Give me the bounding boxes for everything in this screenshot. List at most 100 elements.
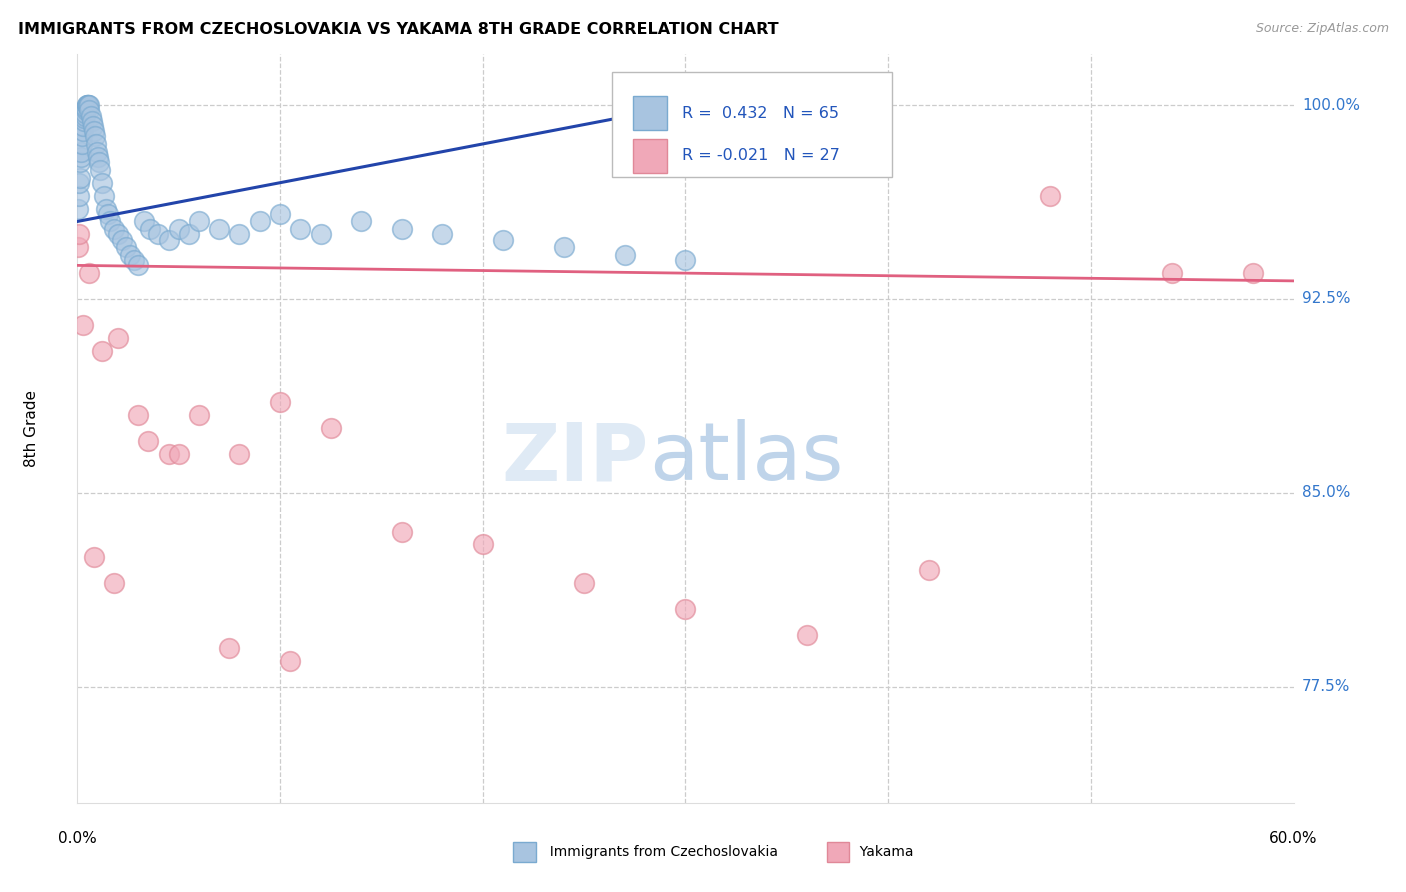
Text: ZIP: ZIP xyxy=(502,419,650,497)
Text: 92.5%: 92.5% xyxy=(1302,292,1350,307)
Point xyxy=(76,98,98,112)
Point xyxy=(89,162,111,177)
Point xyxy=(69,170,91,185)
Text: atlas: atlas xyxy=(650,419,844,497)
Point xyxy=(319,421,342,435)
Point xyxy=(76,98,98,112)
Point xyxy=(70,145,93,159)
Point xyxy=(309,227,332,242)
Point xyxy=(118,248,141,262)
Text: R = -0.021   N = 27: R = -0.021 N = 27 xyxy=(682,148,839,163)
Point xyxy=(67,240,90,254)
Point xyxy=(572,576,595,591)
Point xyxy=(79,103,101,118)
Point xyxy=(83,124,105,138)
Point xyxy=(139,222,162,236)
Point xyxy=(148,227,170,242)
Point xyxy=(79,266,101,280)
Point xyxy=(73,111,96,125)
Point xyxy=(103,222,125,236)
Point xyxy=(79,109,101,123)
Point xyxy=(94,202,117,216)
Point xyxy=(76,98,98,112)
Text: 100.0%: 100.0% xyxy=(1302,98,1360,112)
Text: 77.5%: 77.5% xyxy=(1302,679,1350,694)
Point xyxy=(249,214,271,228)
Point xyxy=(188,409,211,423)
Point xyxy=(127,409,149,423)
Point xyxy=(86,150,108,164)
Point xyxy=(80,113,103,128)
Point xyxy=(675,253,697,268)
Point xyxy=(134,214,156,228)
FancyBboxPatch shape xyxy=(613,72,893,178)
Point xyxy=(75,103,97,118)
Point xyxy=(918,563,941,577)
Point xyxy=(72,318,94,332)
Point xyxy=(67,188,90,202)
Point xyxy=(83,129,105,144)
Point xyxy=(77,98,100,112)
Point xyxy=(167,222,190,236)
Point xyxy=(83,550,105,565)
Point xyxy=(675,602,697,616)
Point xyxy=(228,227,250,242)
Text: R =  0.432   N = 65: R = 0.432 N = 65 xyxy=(682,105,839,120)
Point xyxy=(97,207,120,221)
Point xyxy=(115,240,138,254)
Point xyxy=(157,233,180,247)
Text: Source: ZipAtlas.com: Source: ZipAtlas.com xyxy=(1256,22,1389,36)
Point xyxy=(72,124,94,138)
Point xyxy=(70,150,93,164)
Point xyxy=(72,119,94,133)
Point xyxy=(1161,266,1184,280)
Point xyxy=(72,129,94,144)
Text: Yakama: Yakama xyxy=(851,845,912,859)
Point xyxy=(122,253,145,268)
Point xyxy=(1241,266,1264,280)
Point xyxy=(107,331,129,345)
Point xyxy=(87,155,110,169)
Point xyxy=(471,537,494,551)
Point xyxy=(269,395,291,409)
Point xyxy=(136,434,159,448)
FancyBboxPatch shape xyxy=(633,96,668,130)
Text: 85.0%: 85.0% xyxy=(1302,485,1350,500)
Point xyxy=(278,654,301,668)
Text: 0.0%: 0.0% xyxy=(58,830,97,846)
Point xyxy=(77,98,100,112)
Text: 60.0%: 60.0% xyxy=(1270,830,1317,846)
Point xyxy=(492,233,515,247)
Point xyxy=(111,233,134,247)
Point xyxy=(290,222,312,236)
Point xyxy=(73,113,96,128)
Point xyxy=(167,447,190,461)
Point xyxy=(67,227,90,242)
Point xyxy=(75,101,97,115)
Point xyxy=(67,176,90,190)
Point xyxy=(70,136,93,151)
Point xyxy=(228,447,250,461)
Point xyxy=(796,628,818,642)
Point xyxy=(69,155,91,169)
Point xyxy=(127,259,149,273)
Point xyxy=(208,222,231,236)
Point xyxy=(350,214,373,228)
Point xyxy=(269,207,291,221)
FancyBboxPatch shape xyxy=(633,139,668,173)
Point xyxy=(93,188,115,202)
Point xyxy=(553,240,575,254)
Point xyxy=(90,176,112,190)
Point xyxy=(73,109,96,123)
Point xyxy=(1039,188,1062,202)
Point xyxy=(75,106,97,120)
Point xyxy=(613,248,636,262)
Point xyxy=(84,136,107,151)
Text: IMMIGRANTS FROM CZECHOSLOVAKIA VS YAKAMA 8TH GRADE CORRELATION CHART: IMMIGRANTS FROM CZECHOSLOVAKIA VS YAKAMA… xyxy=(18,22,779,37)
Point xyxy=(391,222,413,236)
Point xyxy=(98,214,121,228)
Point xyxy=(82,119,104,133)
Point xyxy=(177,227,200,242)
Point xyxy=(430,227,453,242)
Point xyxy=(103,576,125,591)
